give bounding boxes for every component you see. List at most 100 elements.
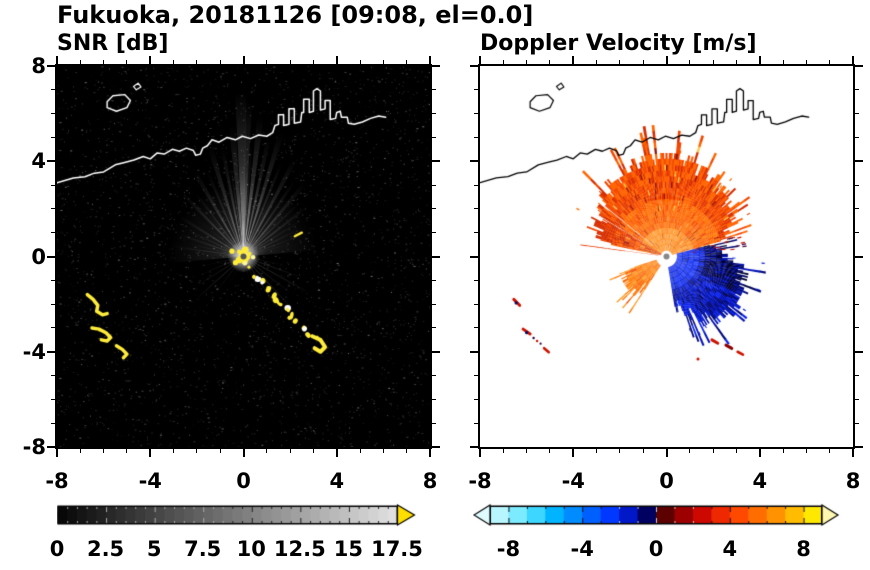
axis-tick [47, 446, 55, 448]
velocity-colorbar-label: -4 [570, 537, 594, 561]
axis-tick [479, 56, 481, 64]
axis-tick [51, 327, 55, 329]
axis-tick [47, 65, 55, 67]
figure-title: Fukuoka, 20181126 [09:08, el=0.0] [57, 1, 534, 29]
velocity-colorbar-label: 4 [722, 537, 738, 561]
axis-tick [432, 375, 436, 377]
axis-tick [782, 60, 784, 64]
x-tick-label: 0 [659, 469, 674, 493]
snr-colorbar-label: 15 [333, 537, 364, 561]
y-tick-label: -8 [22, 435, 46, 459]
snr-heatmap-canvas [57, 66, 430, 447]
axis-tick [406, 449, 408, 453]
x-tick-label: -4 [561, 469, 585, 493]
axis-tick [502, 449, 504, 453]
axis-tick [474, 327, 478, 329]
axis-tick [47, 350, 55, 353]
axis-tick [51, 208, 55, 210]
x-tick-label: 4 [329, 469, 345, 493]
axis-tick [432, 89, 436, 91]
axis-tick [56, 56, 58, 64]
axis-tick [855, 303, 859, 305]
axis-tick [51, 184, 55, 186]
axis-tick [51, 113, 55, 115]
axis-tick [432, 65, 440, 67]
axis-tick [596, 449, 598, 453]
snr-colorbar-label: 17.5 [371, 537, 423, 561]
axis-tick [712, 60, 714, 64]
axis-tick [805, 449, 807, 453]
axis-tick [432, 398, 436, 400]
axis-tick [474, 208, 478, 210]
axis-tick [432, 113, 436, 115]
axis-tick [56, 449, 58, 457]
x-tick-label: 4 [752, 469, 768, 493]
axis-tick [432, 327, 436, 329]
axis-tick [689, 60, 691, 64]
axis-tick [526, 449, 528, 453]
axis-tick [474, 422, 478, 424]
axis-tick [855, 398, 859, 400]
axis-tick [359, 449, 361, 453]
axis-tick [526, 60, 528, 64]
axis-tick [149, 449, 152, 457]
snr-colorbar-label: 10 [236, 537, 266, 561]
axis-tick [312, 449, 314, 453]
axis-tick [470, 160, 478, 163]
snr-colorbar-label: 5 [146, 537, 162, 561]
axis-tick [432, 160, 440, 163]
axis-tick [219, 449, 221, 453]
axis-tick [432, 184, 436, 186]
axis-tick [51, 279, 55, 281]
axis-tick [470, 255, 478, 258]
axis-tick [470, 446, 478, 448]
axis-tick [855, 327, 859, 329]
axis-tick [429, 56, 431, 64]
axis-tick [474, 303, 478, 305]
axis-tick [829, 449, 831, 453]
axis-tick [829, 60, 831, 64]
axis-tick [549, 60, 551, 64]
axis-tick [474, 398, 478, 400]
axis-tick [855, 65, 863, 67]
axis-tick [103, 60, 105, 64]
axis-tick [735, 449, 737, 453]
axis-tick [855, 113, 859, 115]
axis-tick [103, 449, 105, 453]
axis-tick [855, 89, 859, 91]
axis-tick [196, 449, 198, 453]
axis-tick [474, 232, 478, 234]
snr-plot [55, 64, 432, 449]
x-tick-label: 8 [845, 469, 861, 493]
axis-tick [359, 60, 361, 64]
axis-tick [289, 60, 291, 64]
velocity-plot [478, 64, 855, 449]
snr-colorbar-label: 12.5 [273, 537, 326, 561]
snr-panel-title: SNR [dB] [57, 31, 169, 56]
axis-tick [852, 449, 854, 457]
velocity-colorbar [473, 503, 841, 527]
axis-tick [758, 449, 761, 457]
axis-tick [173, 449, 175, 453]
axis-tick [51, 303, 55, 305]
axis-tick [665, 449, 668, 457]
velocity-colorbar-label: 8 [796, 537, 811, 561]
axis-tick [51, 136, 55, 138]
velocity-heatmap-canvas [480, 66, 853, 447]
axis-tick [479, 449, 481, 457]
axis-tick [432, 303, 436, 305]
axis-tick [289, 449, 291, 453]
axis-tick [219, 60, 221, 64]
x-tick-label: -8 [468, 469, 492, 493]
x-tick-label: 8 [422, 469, 438, 493]
axis-tick [432, 350, 440, 353]
axis-tick [855, 208, 859, 210]
axis-tick [782, 449, 784, 453]
axis-tick [196, 60, 198, 64]
x-tick-label: -8 [45, 469, 69, 493]
axis-tick [126, 60, 128, 64]
axis-tick [382, 449, 384, 453]
axis-tick [474, 136, 478, 138]
axis-tick [51, 89, 55, 91]
axis-tick [665, 56, 668, 64]
